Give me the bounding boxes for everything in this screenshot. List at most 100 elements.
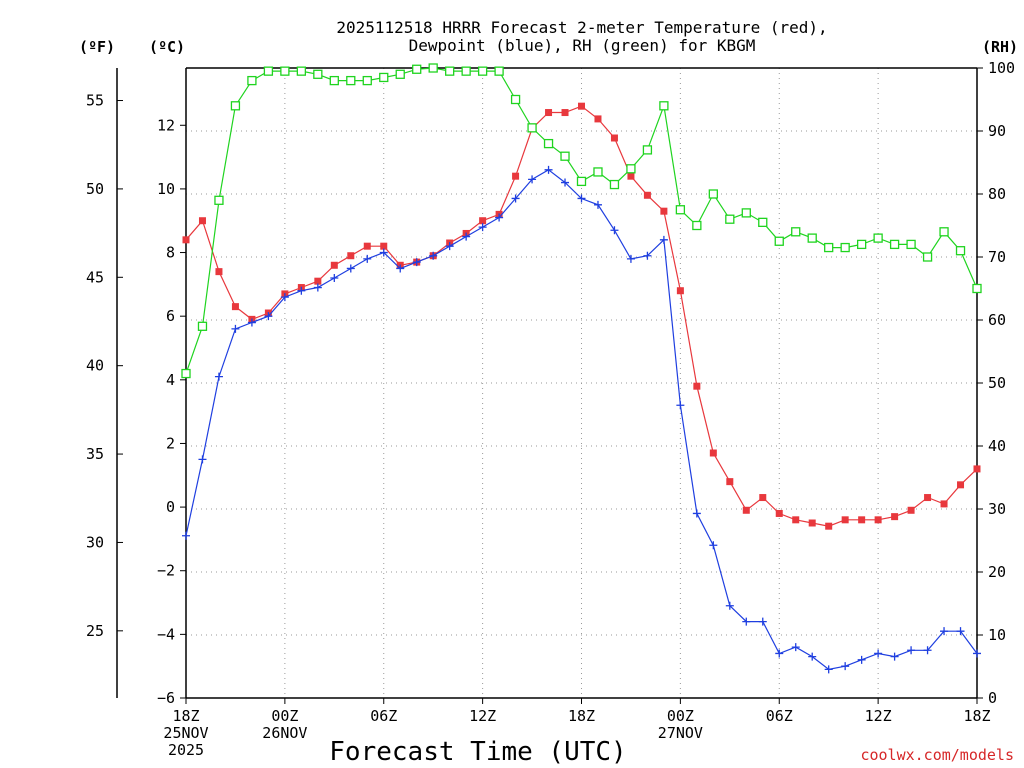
rh-point: [494, 66, 504, 76]
temperature-point: [363, 242, 371, 250]
dewpoint-point: [264, 312, 273, 321]
temperature-point: [693, 382, 701, 390]
x-tick-label: 12Z: [469, 707, 496, 725]
temperature-point: [198, 217, 206, 225]
dewpoint-point: [214, 372, 223, 381]
rh-point: [873, 233, 883, 243]
temperature-point: [330, 261, 338, 269]
temperature-point: [709, 449, 717, 457]
temperature-point: [759, 494, 767, 502]
x-tick-label: 06Z: [370, 707, 397, 725]
rh-point: [609, 179, 620, 190]
temperature-point: [215, 268, 223, 276]
dewpoint-point: [346, 264, 355, 273]
dewpoint-point: [824, 665, 833, 674]
dewpoint-point: [396, 264, 405, 273]
rh-point: [955, 246, 966, 256]
rh-point: [527, 123, 537, 133]
dewpoint-point: [742, 617, 751, 626]
rh-point: [576, 176, 587, 187]
dewpoint-point: [561, 178, 570, 187]
rh-point: [379, 72, 389, 83]
temperature-point: [578, 102, 585, 110]
rh-point: [972, 283, 982, 294]
rh-point: [906, 239, 916, 250]
celsius-tick-label: −2: [157, 562, 175, 580]
temperature-point: [643, 191, 651, 199]
series-temperature: [182, 102, 981, 530]
x-axis-label: Forecast Time (UTC): [329, 737, 626, 767]
temperature-point: [858, 516, 866, 524]
dewpoint-point: [511, 194, 520, 203]
rh-tick-label: 80: [988, 185, 1006, 203]
temperature-point: [182, 236, 190, 244]
rh-point: [510, 94, 521, 105]
temperature-point: [314, 277, 322, 285]
rh-point: [593, 167, 603, 177]
rh-tick-label: 60: [988, 311, 1006, 329]
x-tick-label: 00Z 26NOV: [262, 707, 307, 742]
dewpoint-point: [659, 235, 668, 244]
temperature-point: [561, 109, 569, 117]
dewpoint-point: [907, 646, 916, 655]
temperature-point: [825, 522, 833, 530]
rh-unit-label: (RH): [982, 38, 1018, 56]
rh-point: [280, 66, 290, 76]
dewpoint-point: [593, 200, 602, 209]
celsius-tick-label: 2: [166, 434, 175, 452]
x-tick-label: 06Z: [766, 707, 793, 725]
x-tick-label: 12Z: [865, 707, 892, 725]
rh-point: [725, 214, 735, 224]
temperature-point: [676, 287, 684, 295]
celsius-tick-label: 6: [166, 307, 175, 325]
dewpoint-point: [231, 324, 240, 333]
dewpoint-point: [725, 601, 734, 610]
temperature-point: [594, 115, 602, 123]
temperature-point: [891, 513, 899, 521]
rh-point: [197, 321, 208, 331]
dewpoint-point: [841, 662, 850, 671]
dewpoint-point: [692, 509, 701, 518]
temperature-point: [742, 506, 750, 514]
dewpoint-point: [940, 627, 949, 636]
dewpoint-point: [775, 649, 784, 658]
dewpoint-point: [626, 254, 635, 263]
dewpoint-point: [330, 274, 339, 282]
dewpoint-point: [363, 254, 372, 263]
rh-point: [263, 66, 274, 76]
rh-point: [560, 151, 570, 161]
rh-tick-label: 100: [988, 59, 1015, 77]
dewpoint-point: [874, 649, 883, 658]
temperature-point: [479, 217, 487, 225]
temperature-point: [726, 478, 734, 486]
temperature-point: [660, 207, 668, 215]
series-rh: [181, 63, 982, 379]
dewpoint-point: [297, 286, 306, 295]
dewpoint-point: [462, 232, 471, 241]
fahrenheit-tick-label: 35: [86, 445, 104, 463]
temperature-point: [957, 481, 965, 489]
celsius-tick-label: 12: [157, 116, 175, 134]
rh-tick-label: 30: [988, 500, 1006, 518]
rh-point: [214, 195, 224, 205]
dewpoint-point: [709, 541, 718, 550]
dewpoint-point: [544, 165, 553, 174]
tick-labels: −6 −4 −2 0 2 4 6 8 10 12 25 30 35 40 45 50 55 0 10 20 30 40 50…: [86, 59, 1015, 759]
x-tick-label: 18Z: [568, 707, 595, 725]
dewpoint-point: [890, 652, 899, 661]
credit-text: coolwx.com/models: [860, 746, 1014, 764]
x-tick-label: 18Z 25NOV 2025: [163, 707, 208, 759]
celsius-unit-label: (ºC): [149, 38, 185, 56]
temperature-point: [808, 519, 816, 527]
rh-point: [346, 75, 356, 86]
rh-point: [774, 236, 784, 246]
dewpoint-point: [528, 175, 537, 184]
rh-tick-label: 20: [988, 563, 1006, 581]
dewpoint-point: [973, 649, 981, 658]
celsius-tick-label: 10: [157, 180, 175, 198]
temperature-point: [924, 494, 932, 502]
dewpoint-point: [379, 248, 388, 257]
rh-point: [329, 75, 339, 86]
rh-point: [181, 368, 191, 379]
